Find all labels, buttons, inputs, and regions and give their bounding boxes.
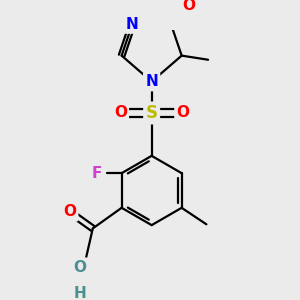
Text: O: O (73, 260, 86, 275)
Text: O: O (183, 0, 196, 14)
Text: N: N (145, 74, 158, 89)
Text: S: S (146, 104, 158, 122)
Text: O: O (63, 204, 76, 219)
Text: F: F (92, 166, 102, 181)
Text: H: H (73, 286, 86, 300)
Text: O: O (114, 105, 127, 120)
Text: O: O (176, 105, 190, 120)
Text: N: N (126, 16, 139, 32)
